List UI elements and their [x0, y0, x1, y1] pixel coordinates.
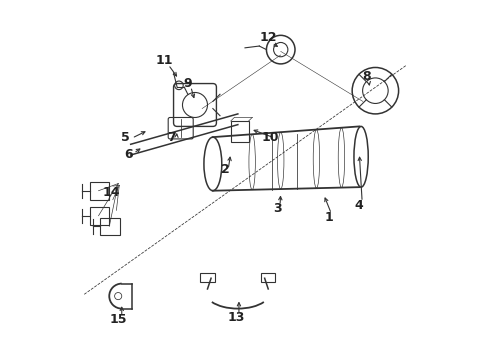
Text: 2: 2: [221, 163, 230, 176]
Text: 12: 12: [260, 31, 277, 44]
Text: 11: 11: [156, 54, 173, 67]
Text: 5: 5: [121, 131, 130, 144]
Bar: [90, 182, 109, 200]
Text: 13: 13: [227, 311, 245, 324]
Bar: [231, 121, 248, 143]
Text: 15: 15: [109, 313, 127, 326]
Text: 4: 4: [355, 198, 364, 212]
Text: 14: 14: [102, 186, 120, 199]
Text: 7: 7: [168, 131, 176, 144]
Text: 9: 9: [184, 77, 192, 90]
Bar: [100, 217, 120, 235]
Text: 1: 1: [324, 211, 333, 224]
Text: 3: 3: [273, 202, 281, 215]
Bar: [261, 273, 275, 282]
Text: 10: 10: [261, 131, 279, 144]
Bar: [200, 273, 215, 282]
Text: 6: 6: [124, 148, 133, 162]
Bar: [90, 207, 109, 225]
Text: 8: 8: [362, 70, 371, 83]
